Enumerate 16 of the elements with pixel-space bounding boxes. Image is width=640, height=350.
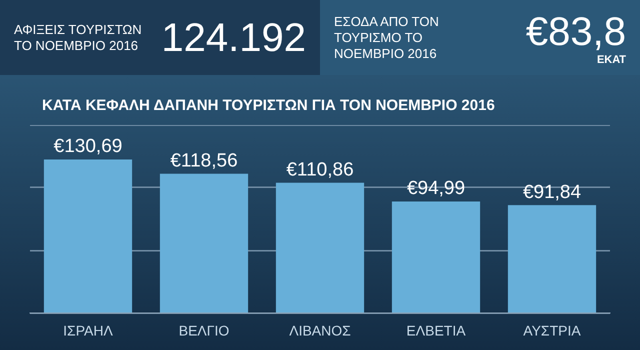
data-label: €130,69 — [54, 136, 122, 158]
x-tick-label: ΕΛΒΕΤΙΑ — [406, 322, 466, 338]
text: ΑΦΙΞΕΙΣ ΤΟΥΡΙΣΤΩΝ ΤΟ ΝΟΕΜΒΡΙΟ 2016 — [14, 22, 143, 54]
chart-title: ΚΑΤΑ ΚΕΦΑΛΗ ΔΑΠΑΝΗ ΤΟΥΡΙΣΤΩΝ ΓΙΑ ΤΟΝ ΝΟΕΜΒΡΙΟ 2016 — [42, 97, 495, 114]
text: ΕΣΟΔΑ ΑΠΟ ΤΟΝ ΤΟΥΡΙΣΜΟ ΤΟ ΝΟΕΜΒΡΙΟ 2016 — [334, 14, 440, 62]
data-label: €94,99 — [406, 178, 466, 200]
x-tick-label: ΙΣΡΑΗΛ — [63, 322, 114, 338]
data-label: €118,56 — [170, 150, 238, 172]
text: €83,8 — [526, 10, 626, 54]
text: ΕΚΑΤ — [596, 54, 626, 66]
x-tick-label: ΑΥΣΤΡΙΑ — [523, 322, 582, 338]
text: 124.192 — [161, 16, 306, 60]
x-tick-label: ΒΕΛΓΙΟ — [178, 322, 230, 338]
x-tick-label: ΛΙΒΑΝΟΣ — [289, 322, 352, 338]
data-label: €91,84 — [522, 182, 582, 203]
data-label: €110,86 — [286, 160, 354, 181]
